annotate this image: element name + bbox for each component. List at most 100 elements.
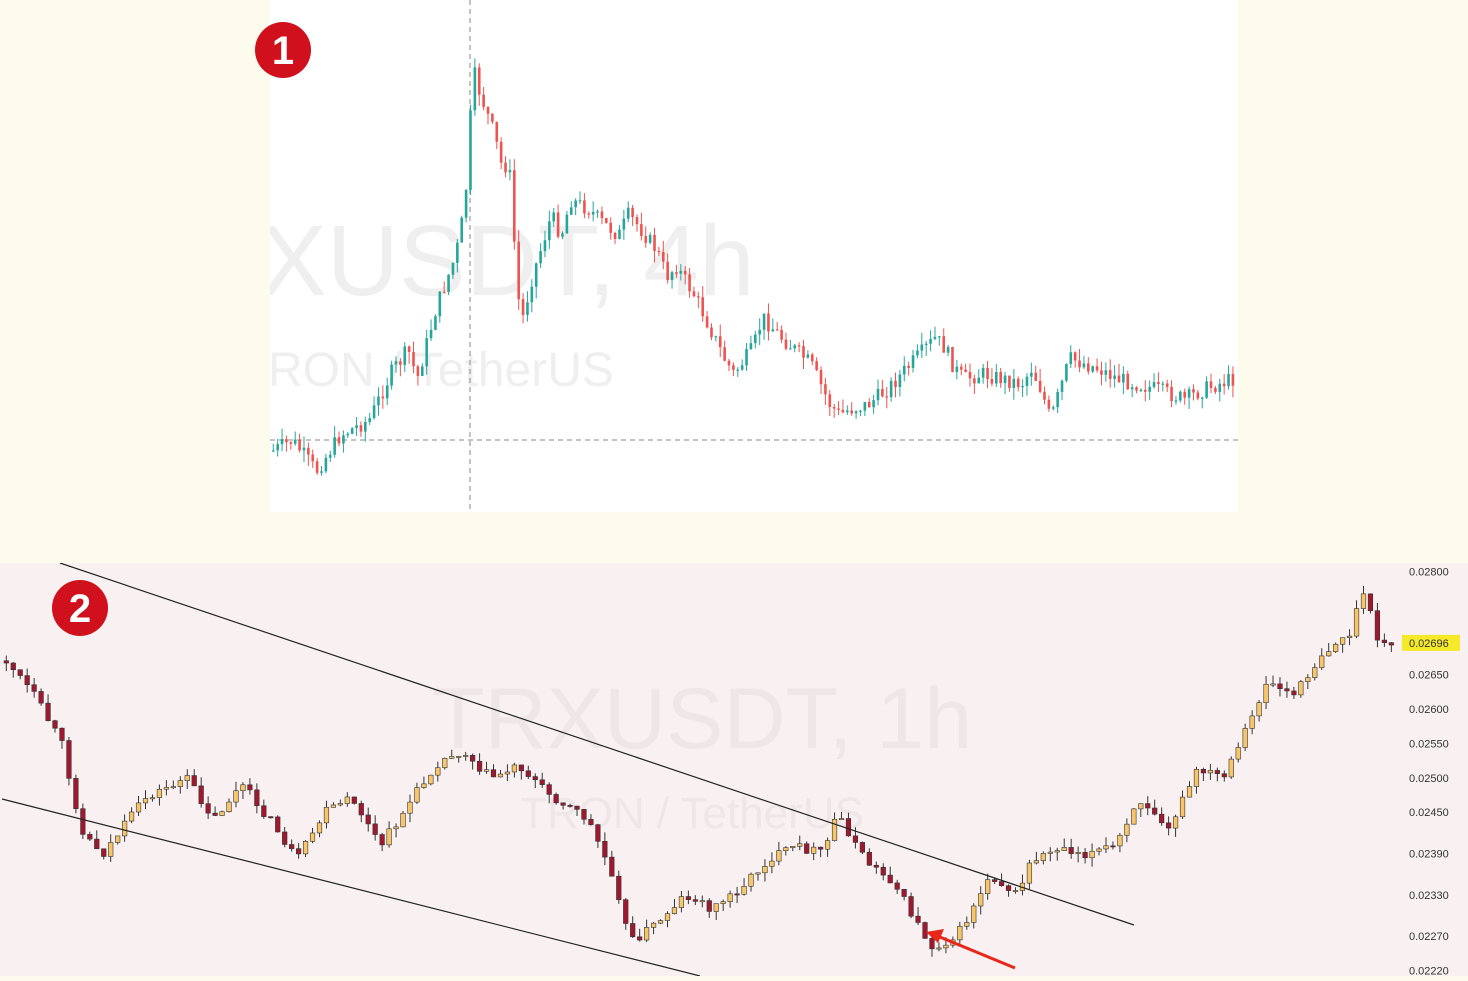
candle-down bbox=[521, 293, 525, 324]
candle-up bbox=[219, 810, 225, 817]
candle-down bbox=[66, 737, 72, 786]
candle-down bbox=[990, 368, 994, 387]
candle-up bbox=[1069, 345, 1073, 368]
candle-up bbox=[530, 279, 534, 313]
candle-up bbox=[539, 243, 542, 269]
candle-up bbox=[434, 314, 437, 331]
candle-up bbox=[936, 942, 942, 952]
candle-up bbox=[771, 318, 775, 332]
candle-up bbox=[526, 291, 529, 322]
candle-down bbox=[818, 846, 824, 858]
candle-up bbox=[898, 369, 902, 397]
candle-down bbox=[959, 363, 963, 376]
candle-up bbox=[543, 230, 547, 258]
candle-down bbox=[1087, 357, 1090, 375]
candle-up bbox=[754, 330, 757, 349]
candle-down bbox=[191, 769, 197, 787]
candle-down bbox=[1117, 363, 1121, 383]
candle-down bbox=[804, 841, 810, 855]
y-tick-label: 0.02650 bbox=[1409, 670, 1449, 682]
candle-up bbox=[769, 852, 775, 874]
candle-up bbox=[377, 387, 380, 416]
candle-down bbox=[1166, 816, 1172, 836]
candle-up bbox=[720, 899, 726, 911]
candle-down bbox=[706, 898, 712, 918]
candle-up bbox=[561, 231, 564, 240]
candle-up bbox=[460, 215, 464, 243]
chart-1-svg: XUSDT, 4h RON / TetherUS bbox=[260, 0, 1238, 512]
candle-down bbox=[815, 357, 818, 372]
candle-down bbox=[705, 311, 709, 329]
candle-up bbox=[1218, 378, 1222, 402]
candle-down bbox=[45, 694, 51, 722]
candle-down bbox=[894, 879, 900, 894]
candle-up bbox=[1228, 756, 1234, 779]
candle-down bbox=[718, 324, 722, 358]
candle-down bbox=[683, 266, 687, 285]
candle-up bbox=[414, 782, 420, 805]
candle-up bbox=[745, 343, 748, 371]
y-tick-label: 0.02330 bbox=[1409, 890, 1449, 902]
candle-down bbox=[532, 773, 538, 789]
candle-up bbox=[824, 837, 831, 857]
candle-up bbox=[714, 335, 718, 342]
candle-up bbox=[916, 344, 919, 359]
candle-up bbox=[670, 270, 674, 289]
candle-down bbox=[881, 379, 884, 398]
candle-down bbox=[845, 812, 852, 837]
candle-up bbox=[328, 450, 332, 462]
candle-down bbox=[992, 877, 998, 884]
candle-down bbox=[518, 764, 524, 780]
candles-group-2 bbox=[3, 585, 1394, 957]
candle-up bbox=[762, 313, 766, 340]
candle-down bbox=[358, 800, 364, 823]
candle-down bbox=[261, 799, 267, 819]
candle-up bbox=[978, 886, 984, 915]
candle-up bbox=[924, 340, 928, 356]
candle-up bbox=[872, 394, 875, 414]
watermark-pair-1: RON / TetherUS bbox=[270, 344, 614, 397]
candle-up bbox=[323, 800, 330, 829]
candle-down bbox=[710, 323, 713, 341]
candle-down bbox=[595, 823, 601, 848]
candle-up bbox=[1065, 363, 1068, 383]
candle-down bbox=[873, 861, 879, 874]
candle-down bbox=[1095, 358, 1099, 373]
candle-up bbox=[108, 834, 114, 862]
candle-down bbox=[1005, 884, 1012, 897]
candle-up bbox=[1030, 362, 1033, 386]
candle-down bbox=[901, 889, 907, 901]
candle-up bbox=[309, 827, 316, 844]
candle-up bbox=[184, 769, 190, 789]
candle-down bbox=[885, 386, 889, 409]
candle-up bbox=[1346, 629, 1353, 646]
candle-down bbox=[1034, 365, 1038, 382]
candle-down bbox=[499, 137, 503, 170]
candle-up bbox=[115, 835, 121, 845]
candle-up bbox=[1193, 766, 1200, 794]
candle-down bbox=[80, 803, 86, 839]
candle-up bbox=[657, 919, 664, 925]
candle-down bbox=[1016, 376, 1020, 392]
candle-up bbox=[957, 921, 963, 947]
candle-down bbox=[1221, 770, 1227, 782]
candle-down bbox=[1367, 593, 1374, 614]
candle-down bbox=[999, 367, 1002, 388]
candle-up bbox=[425, 329, 428, 375]
candle-down bbox=[1047, 395, 1051, 412]
candle-up bbox=[981, 364, 985, 384]
candle-down bbox=[630, 916, 636, 938]
candle-down bbox=[1143, 380, 1147, 402]
candle-down bbox=[929, 936, 935, 957]
candle-down bbox=[560, 802, 566, 810]
candle-down bbox=[1277, 677, 1283, 697]
candle-down bbox=[727, 358, 731, 372]
candle-up bbox=[911, 349, 915, 373]
candle-down bbox=[600, 206, 604, 225]
candle-down bbox=[637, 928, 643, 942]
candle-down bbox=[412, 341, 415, 374]
candle-down bbox=[824, 377, 827, 405]
candle-down bbox=[1043, 386, 1046, 405]
candle-up bbox=[749, 335, 753, 351]
candle-up bbox=[1091, 365, 1094, 374]
